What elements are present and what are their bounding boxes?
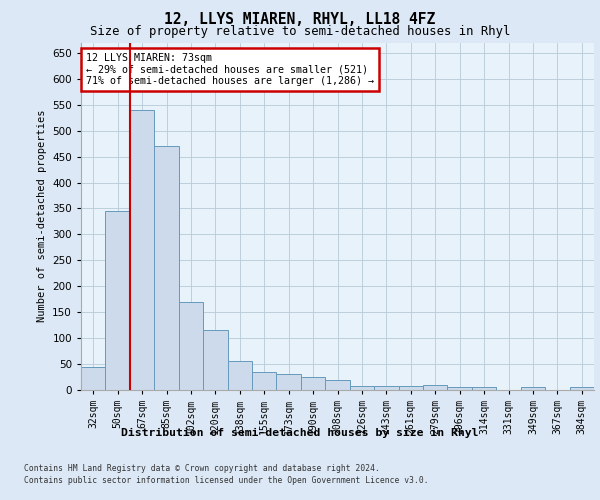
Bar <box>277 374 301 390</box>
Bar <box>398 386 423 390</box>
Bar <box>569 388 594 390</box>
Text: 12 LLYS MIAREN: 73sqm
← 29% of semi-detached houses are smaller (521)
71% of sem: 12 LLYS MIAREN: 73sqm ← 29% of semi-deta… <box>86 53 374 86</box>
Bar <box>203 330 227 390</box>
Bar <box>154 146 179 390</box>
Bar <box>325 380 350 390</box>
Text: Size of property relative to semi-detached houses in Rhyl: Size of property relative to semi-detach… <box>90 25 510 38</box>
Bar <box>179 302 203 390</box>
Bar <box>252 372 277 390</box>
Bar <box>448 388 472 390</box>
Bar <box>374 386 398 390</box>
Text: Contains HM Land Registry data © Crown copyright and database right 2024.: Contains HM Land Registry data © Crown c… <box>24 464 380 473</box>
Bar <box>81 366 106 390</box>
Bar <box>106 211 130 390</box>
Text: Distribution of semi-detached houses by size in Rhyl: Distribution of semi-detached houses by … <box>121 428 479 438</box>
Bar <box>130 110 154 390</box>
Bar <box>423 385 448 390</box>
Bar <box>521 388 545 390</box>
Text: 12, LLYS MIAREN, RHYL, LL18 4FZ: 12, LLYS MIAREN, RHYL, LL18 4FZ <box>164 12 436 28</box>
Bar <box>350 386 374 390</box>
Y-axis label: Number of semi-detached properties: Number of semi-detached properties <box>37 110 47 322</box>
Bar <box>472 388 496 390</box>
Text: Contains public sector information licensed under the Open Government Licence v3: Contains public sector information licen… <box>24 476 428 485</box>
Bar <box>227 362 252 390</box>
Bar <box>301 377 325 390</box>
